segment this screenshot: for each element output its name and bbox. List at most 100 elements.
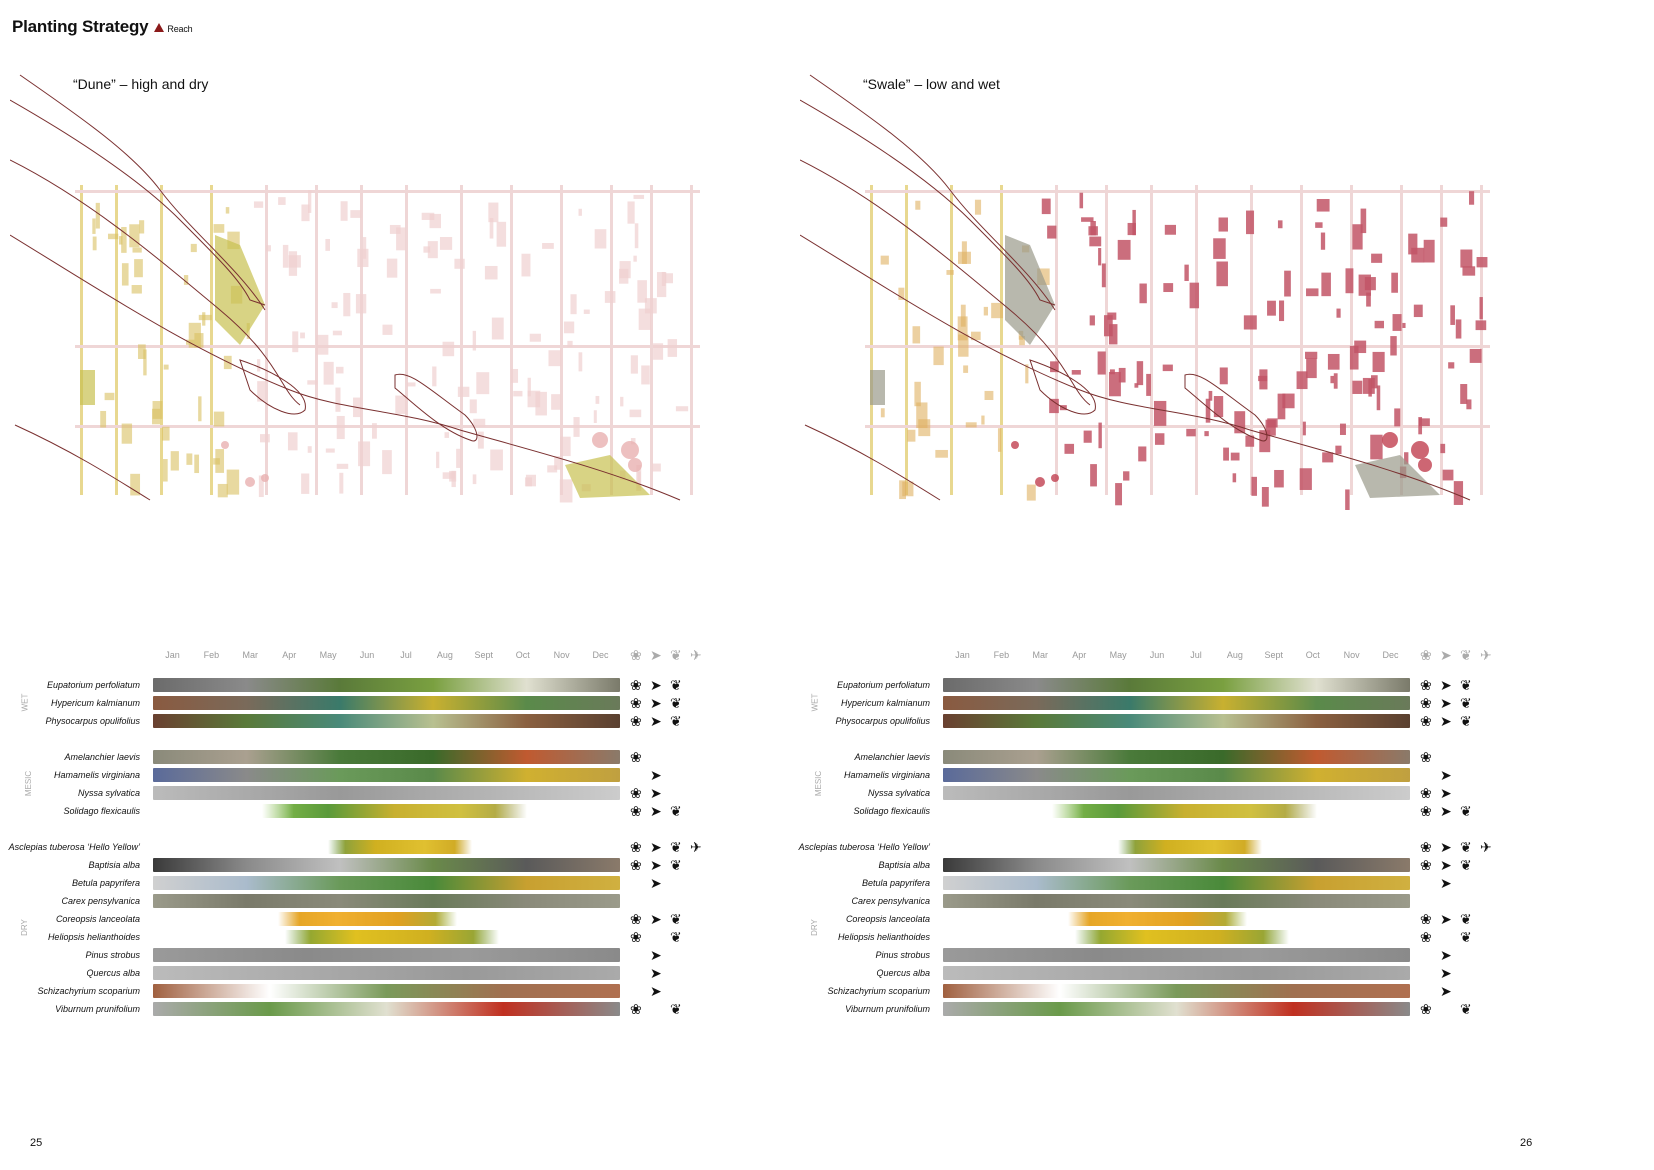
bird-icon: ➤	[650, 857, 662, 873]
species-name: Asclepias tuberosa ‘Hello Yellow’	[8, 842, 140, 852]
bloom-bar	[153, 966, 620, 980]
bee-icon: ❀	[630, 911, 642, 927]
bloom-bar	[153, 948, 620, 962]
phenology-chart-right: Jan Feb Mar Apr May Jun Jul Aug Sept Oct Nov Dec ❀ ➤ ❦…	[799, 648, 1560, 1060]
bloom-bar	[943, 948, 1410, 962]
bloom-bar	[1051, 804, 1317, 818]
butterfly-icon: ❦	[670, 695, 682, 711]
month-label: Jun	[359, 650, 375, 660]
bloom-bar	[1118, 840, 1263, 854]
bee-icon: ❀	[1420, 695, 1432, 711]
bloom-bar	[1075, 930, 1290, 944]
species-name: Baptisia alba	[878, 860, 930, 870]
bird-icon: ➤	[650, 677, 662, 693]
species-name: Coreopsis lanceolata	[845, 914, 930, 924]
bloom-bar	[153, 894, 620, 908]
map-label-swale: “Swale” – low and wet	[863, 76, 1000, 92]
bird-icon: ➤	[1440, 983, 1452, 999]
bee-icon: ❀	[630, 677, 642, 693]
bloom-bar	[153, 696, 620, 710]
species-name: Heliopsis helianthoides	[837, 932, 930, 942]
bloom-bar	[943, 768, 1410, 782]
bee-icon: ❀	[630, 785, 642, 801]
month-label: Feb	[203, 650, 220, 660]
month-label: Jan	[165, 650, 180, 660]
species-name: Amelanchier laevis	[854, 752, 930, 762]
bee-icon: ❀	[1420, 1001, 1432, 1017]
bird-icon: ➤	[1440, 713, 1452, 729]
month-label: Jan	[955, 650, 970, 660]
bloom-bar	[943, 1002, 1410, 1016]
bird-icon: ➤	[1440, 695, 1452, 711]
page-number-right: 26	[1520, 1137, 1533, 1149]
species-name: Carex pensylvanica	[851, 896, 930, 906]
bee-icon: ❀	[630, 1001, 642, 1017]
bloom-bar	[153, 858, 620, 872]
building-footprints	[880, 191, 1488, 510]
month-label: Jul	[400, 650, 412, 660]
species-name: Asclepias tuberosa ‘Hello Yellow’	[798, 842, 930, 852]
butterfly-icon: ❦	[670, 857, 682, 873]
butterfly-icon: ❦	[670, 803, 682, 819]
butterfly-icon: ❦	[670, 911, 682, 927]
species-name: Schizachyrium scoparium	[827, 986, 930, 996]
page-subtitle: Reach	[167, 24, 193, 34]
bee-icon: ❀	[1420, 677, 1432, 693]
bird-icon: ➤	[650, 767, 662, 783]
bloom-bar	[943, 984, 1410, 998]
species-name: Carex pensylvanica	[61, 896, 140, 906]
bird-icon: ➤	[1440, 677, 1452, 693]
species-name: Viburnum prunifolium	[55, 1004, 140, 1014]
bloom-bar	[943, 750, 1410, 764]
bird-icon: ➤	[650, 785, 662, 801]
swale-map	[800, 74, 1490, 510]
bird-icon: ➤	[650, 695, 662, 711]
species-name: Nyssa sylvatica	[867, 788, 930, 798]
species-name: Hamamelis virginiana	[843, 770, 930, 780]
month-label: Dec	[1382, 650, 1399, 660]
species-name: Hypericum kalmianum	[840, 698, 930, 708]
bloom-bar	[943, 696, 1410, 710]
phenology-chart-left: Jan Feb Mar Apr May Jun Jul Aug Sept Oct Nov Dec ❀ ➤ ❦…	[9, 647, 770, 1060]
bee-icon: ❀	[630, 803, 642, 819]
butterfly-icon: ❦	[1460, 911, 1472, 927]
hummingbird-icon: ✈	[1480, 839, 1492, 855]
bee-icon: ❀	[1420, 839, 1432, 855]
species-name: Schizachyrium scoparium	[37, 986, 140, 996]
month-label: Mar	[1032, 650, 1049, 660]
bloom-bar	[153, 876, 620, 890]
bee-icon: ❀	[630, 713, 642, 729]
bird-icon: ➤	[650, 803, 662, 819]
bloom-bar	[943, 786, 1410, 800]
butterfly-icon: ❦	[670, 713, 682, 729]
bee-icon: ❀	[1420, 857, 1432, 873]
page-number-left: 25	[30, 1137, 43, 1149]
reach-triangle-icon	[154, 23, 165, 32]
species-name: Coreopsis lanceolata	[55, 914, 140, 924]
bloom-bar	[943, 894, 1410, 908]
species-name: Eupatorium perfoliatum	[46, 680, 140, 690]
month-label: Aug	[436, 650, 453, 660]
month-label: Apr	[1072, 650, 1087, 660]
bloom-bar	[328, 840, 473, 854]
butterfly-icon: ❦	[1460, 677, 1472, 693]
species-name: Quercus alba	[876, 968, 930, 978]
species-name: Quercus alba	[86, 968, 140, 978]
month-label: Jul	[1190, 650, 1202, 660]
bird-icon: ➤	[1440, 911, 1452, 927]
species-name: Viburnum prunifolium	[845, 1004, 930, 1014]
bee-icon: ❀	[1420, 911, 1432, 927]
bloom-bar	[261, 804, 527, 818]
species-name: Solidago flexicaulis	[853, 806, 930, 816]
species-name: Pinus strobus	[85, 950, 140, 960]
month-label: Feb	[993, 650, 1010, 660]
dune-map	[10, 74, 700, 503]
hummingbird-icon: ✈	[690, 647, 702, 663]
bee-icon: ❀	[630, 647, 642, 663]
bird-icon: ➤	[650, 911, 662, 927]
butterfly-icon: ❦	[1460, 839, 1472, 855]
pond-shapes	[221, 432, 642, 487]
butterfly-icon: ❦	[670, 677, 682, 693]
bloom-bar	[943, 876, 1410, 890]
bee-icon: ❀	[1420, 785, 1432, 801]
